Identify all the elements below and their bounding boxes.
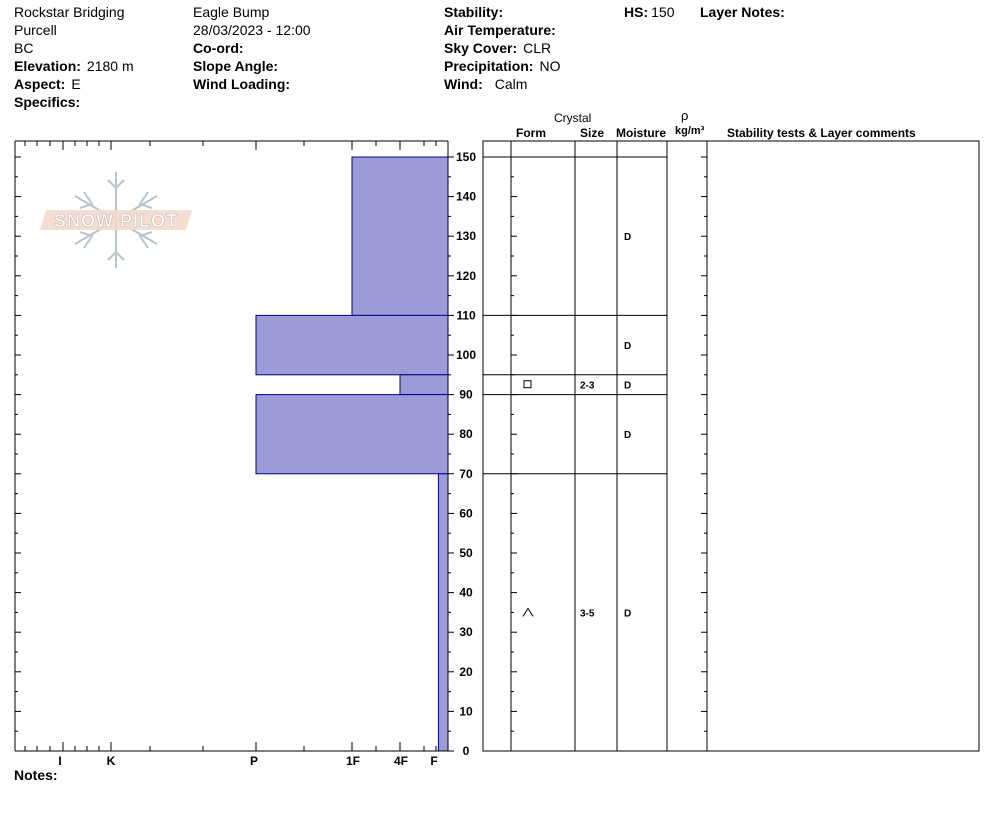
- hardness-bar: [437, 473, 449, 752]
- crystal-header: Crystal: [554, 111, 592, 125]
- hardness-bar: [255, 394, 449, 475]
- height-tick-label: 70: [459, 467, 473, 481]
- specifics-label: Specifics:: [14, 94, 81, 110]
- aspect-row: Aspect: E: [14, 75, 81, 93]
- elevation-value: 2180 m: [86, 58, 134, 74]
- layer-notes-label: Layer Notes:: [700, 4, 785, 20]
- moisture-value: D: [624, 430, 631, 441]
- air-temperature-label: Air Temperature:: [444, 22, 556, 38]
- precipitation-value: NO: [539, 58, 561, 74]
- rho-header: ρ: [681, 108, 689, 123]
- hardness-bar: [351, 156, 449, 316]
- hardness-category-label: 1F: [346, 754, 360, 768]
- height-tick-label: 80: [459, 427, 473, 441]
- height-tick-label: 100: [456, 348, 476, 362]
- notes-label: Notes:: [14, 767, 58, 783]
- site-name: Eagle Bump: [193, 4, 270, 20]
- height-tick-label: 140: [456, 190, 476, 204]
- comments-header: Stability tests & Layer comments: [727, 126, 916, 140]
- location-name: Rockstar Bridging: [14, 4, 125, 20]
- hardness-category-label: 4F: [394, 754, 408, 768]
- aspect-value: E: [71, 76, 81, 92]
- height-tick-label: 150: [456, 150, 476, 164]
- height-tick-label: 130: [456, 229, 476, 243]
- height-tick-label: 0: [463, 744, 470, 758]
- precipitation-row: Precipitation: NO: [444, 57, 560, 75]
- precipitation-label: Precipitation:: [444, 58, 534, 74]
- coord-label: Co-ord:: [193, 40, 244, 56]
- moisture-value: D: [624, 381, 631, 392]
- hardness-category-label: F: [430, 754, 437, 768]
- watermark-text: SNOW PILOT: [54, 211, 178, 231]
- density-unit-header: kg/m³: [675, 125, 705, 137]
- watermark-banner: [40, 210, 192, 230]
- moisture-value: D: [624, 341, 631, 352]
- grain-size-value: 3-5: [580, 608, 595, 619]
- height-tick-label: 40: [459, 586, 473, 600]
- moisture-header: Moisture: [616, 126, 667, 140]
- slope-angle-label: Slope Angle:: [193, 58, 279, 74]
- height-tick-label: 30: [459, 625, 473, 639]
- hs-label: HS:: [624, 4, 649, 20]
- elevation-row: Elevation: 2180 m: [14, 57, 134, 75]
- hardness-bar: [399, 374, 449, 396]
- region-name: BC: [14, 40, 34, 56]
- sky-cover-value: CLR: [523, 40, 552, 56]
- height-tick-label: 10: [459, 704, 473, 718]
- moisture-value: D: [624, 608, 631, 619]
- hs-value: 150: [651, 4, 675, 20]
- date-time: 28/03/2023 - 12:00: [193, 22, 311, 38]
- grain-form-symbol: [523, 380, 532, 389]
- wind-label: Wind:: [444, 76, 483, 92]
- hardness-category-label: I: [58, 754, 61, 768]
- size-header: Size: [580, 126, 605, 140]
- wind-row: Wind: Calm: [444, 75, 527, 93]
- hardness-category-label: P: [250, 754, 258, 768]
- height-tick-label: 110: [456, 308, 476, 322]
- wind-value: Calm: [494, 76, 528, 92]
- height-tick-label: 50: [459, 546, 473, 560]
- elevation-label: Elevation:: [14, 58, 81, 74]
- height-tick-label: 90: [459, 388, 473, 402]
- grain-size-value: 2-3: [580, 381, 595, 392]
- height-tick-label: 120: [456, 269, 476, 283]
- sky-cover-row: Sky Cover: CLR: [444, 39, 551, 57]
- hs-row: HS: 150: [624, 3, 674, 21]
- grain-form-symbol: [522, 607, 534, 617]
- stability-label: Stability:: [444, 4, 504, 20]
- hardness-category-label: K: [107, 754, 116, 768]
- height-tick-label: 20: [459, 665, 473, 679]
- sky-cover-label: Sky Cover:: [444, 40, 518, 56]
- layer-table-frame: [482, 140, 980, 752]
- range-name: Purcell: [14, 22, 57, 38]
- form-header: Form: [516, 126, 546, 140]
- aspect-label: Aspect:: [14, 76, 66, 92]
- moisture-value: D: [624, 232, 631, 243]
- hardness-bar: [255, 314, 449, 376]
- height-tick-label: 60: [459, 506, 473, 520]
- wind-loading-label: Wind Loading:: [193, 76, 291, 92]
